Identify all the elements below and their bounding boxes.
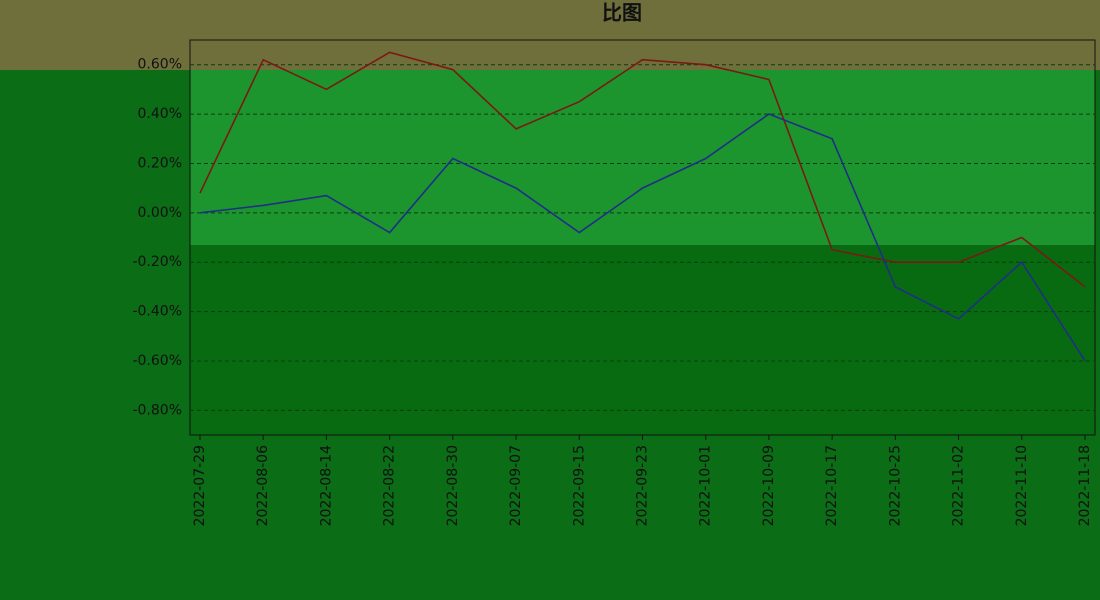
y-tick-label: 0.00%	[138, 205, 182, 221]
series-line	[199, 113, 1086, 362]
y-tick-label: -0.40%	[132, 304, 182, 320]
series-line	[199, 51, 1086, 288]
x-tick-label: 2022-08-22	[382, 445, 398, 526]
chart-title: 比图	[602, 1, 642, 25]
x-tick-label: 2022-08-06	[255, 445, 271, 526]
x-tick-label: 2022-11-18	[1077, 445, 1093, 526]
x-tick-label: 2022-07-29	[192, 445, 208, 526]
y-tick-label: -0.80%	[132, 402, 182, 418]
y-tick-label: 0.20%	[138, 155, 182, 171]
x-tick-label: 2022-09-07	[508, 445, 524, 526]
header-band	[0, 0, 1100, 70]
x-tick-label: 2022-09-15	[571, 445, 587, 526]
x-tick-label: 2022-11-02	[951, 445, 967, 526]
x-tick-label: 2022-10-01	[698, 445, 714, 526]
y-tick-label: -0.20%	[132, 254, 182, 270]
x-tick-label: 2022-10-25	[887, 445, 903, 526]
y-tick-label: 0.40%	[138, 106, 182, 122]
x-tick-label: 2022-09-23	[635, 445, 651, 526]
plot-upper	[190, 70, 1095, 245]
x-tick-label: 2022-08-30	[445, 445, 461, 526]
x-tick-label: 2022-11-10	[1014, 445, 1030, 526]
y-tick-label: -0.60%	[132, 353, 182, 369]
plot-lower	[190, 245, 1095, 435]
x-tick-label: 2022-10-09	[761, 445, 777, 526]
x-tick-label: 2022-10-17	[824, 445, 840, 526]
x-tick-label: 2022-08-14	[318, 445, 334, 526]
y-tick-label: 0.60%	[138, 57, 182, 73]
